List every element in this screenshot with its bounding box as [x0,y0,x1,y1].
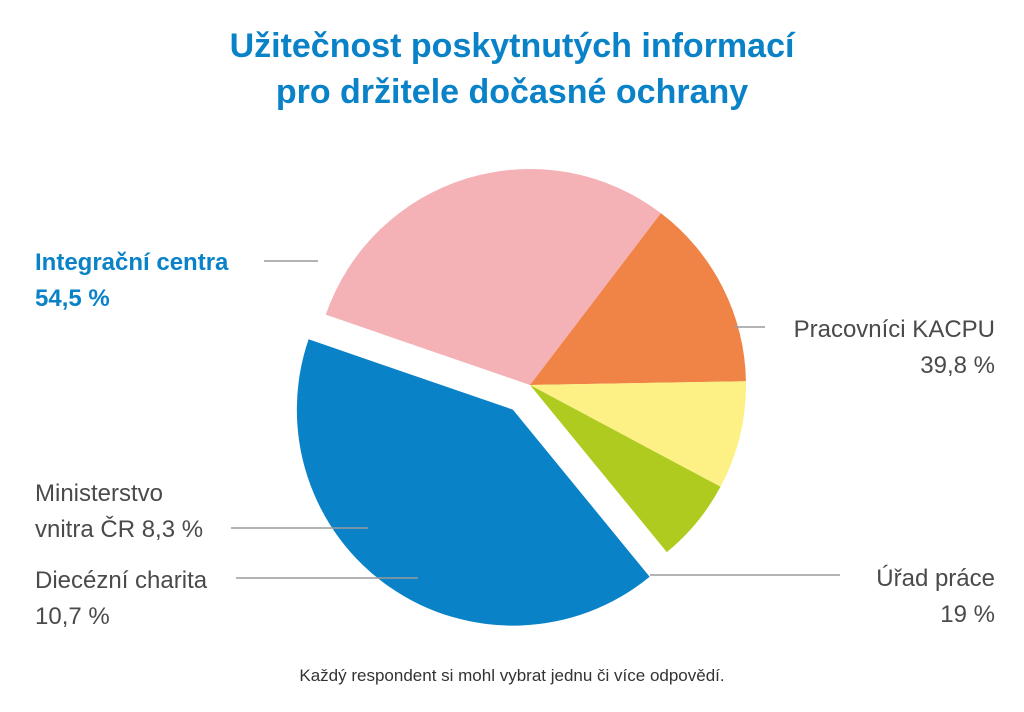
slice-diecezni-charita [530,381,747,487]
label-integracni-centra-value: 54,5 % [35,285,110,312]
label-urad-prace-name: Úřad práce [876,565,995,592]
label-pracovnici-kacpu-name: Pracovníci KACPU [794,316,995,343]
slice-pracovnici-kacpu [325,169,661,385]
chart-title-line-2: pro držitele dočasné ochrany [276,73,748,111]
pie-slices [296,169,747,626]
slice-urad-prace [530,213,746,385]
label-urad-prace-value: 19 % [940,601,995,628]
label-diecezni-charita-name: Diecézní charita [35,567,208,594]
label-integracni-centra-name: Integrační centra [35,249,229,276]
label-diecezni-charita-value: 10,7 % [35,603,110,630]
label-pracovnici-kacpu-value: 39,8 % [920,352,995,379]
footnote: Každý respondent si mohl vybrat jednu či… [299,666,724,685]
slice-integracni-centra [296,339,650,626]
slice-ministerstvo-vnitra-cr [530,385,721,553]
label-ministerstvo-vnitra-line-1: Ministerstvo [35,480,163,507]
chart-title-line-1: Užitečnost poskytnutých informací [230,27,796,65]
label-ministerstvo-vnitra-line-2: vnitra ČR 8,3 % [35,515,203,543]
